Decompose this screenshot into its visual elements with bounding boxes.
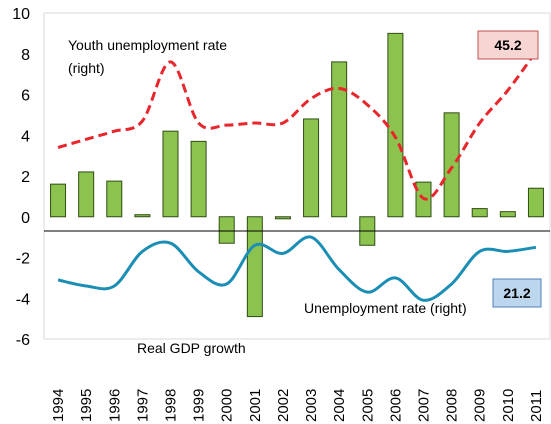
x-tick-label: 2000 (219, 389, 236, 422)
y-tick-label: -6 (16, 332, 30, 349)
x-tick-label: 2006 (387, 389, 404, 422)
y-tick-label: 8 (21, 47, 30, 64)
youth-label-line1: Youth unemployment rate (68, 37, 227, 53)
gdp-bar (50, 183, 67, 218)
plot-area-frame (43, 12, 551, 340)
y-tick-label: 10 (12, 6, 30, 23)
x-tick-label: 2002 (275, 389, 292, 422)
y-tick-label: 6 (21, 88, 30, 105)
y-tick-label: -2 (16, 251, 30, 268)
gdp-bar (387, 32, 404, 218)
unemployment-badge-value: 21.2 (503, 285, 530, 301)
gdp-bars (50, 32, 544, 318)
x-axis-ticks: 1994 1995 1996 1997 1998 1999 2000 2001 2002 2003… (50, 389, 545, 422)
x-tick-label: 1995 (78, 389, 95, 422)
youth-label-line2: (right) (68, 60, 105, 76)
unemployment-line (57, 235, 537, 302)
y-axis-ticks: 10 8 6 4 2 0 -2 -4 -6 (12, 6, 30, 349)
gdp-label: Real GDP growth (137, 340, 246, 356)
gdp-bar (499, 211, 516, 218)
x-tick-label: 2003 (303, 389, 320, 422)
x-tick-label: 2004 (331, 389, 348, 422)
gdp-bar (246, 216, 263, 318)
x-tick-label: 2009 (472, 389, 489, 422)
gdp-bar (471, 208, 488, 218)
x-tick-label: 1997 (134, 389, 151, 422)
gdp-bar (274, 216, 291, 220)
gdp-bar (106, 180, 123, 218)
x-tick-label: 2007 (416, 389, 433, 422)
youth-badge-value: 45.2 (494, 37, 521, 53)
x-tick-label: 2005 (359, 389, 376, 422)
x-tick-label: 1994 (50, 389, 67, 422)
x-tick-label: 1996 (106, 389, 123, 422)
y-tick-label: 0 (21, 210, 30, 227)
gdp-bar (331, 61, 348, 218)
x-tick-label: 2001 (247, 389, 264, 422)
gdp-bar (527, 187, 544, 218)
gdp-bar (78, 171, 95, 218)
x-tick-label: 2011 (528, 390, 545, 422)
series-lines (57, 50, 538, 302)
youth-badge (477, 30, 539, 60)
unemployment-badge (492, 278, 542, 308)
gdp-bar (134, 214, 151, 218)
x-tick-label: 1999 (191, 389, 208, 422)
x-tick-label: 2010 (500, 389, 517, 422)
youth-unemployment-line (57, 50, 538, 201)
y-tick-label: 2 (21, 169, 30, 186)
gdp-bar (303, 118, 320, 218)
y-tick-label: 4 (21, 128, 30, 145)
gdp-bar (162, 130, 179, 218)
y-tick-label: -4 (16, 291, 30, 308)
unemployment-label: Unemployment rate (right) (304, 300, 467, 316)
gdp-bar (218, 216, 235, 244)
x-tick-label: 1998 (163, 389, 180, 422)
x-tick-label: 2008 (444, 389, 461, 422)
gdp-bar (190, 140, 207, 218)
gdp-bar (443, 112, 460, 218)
